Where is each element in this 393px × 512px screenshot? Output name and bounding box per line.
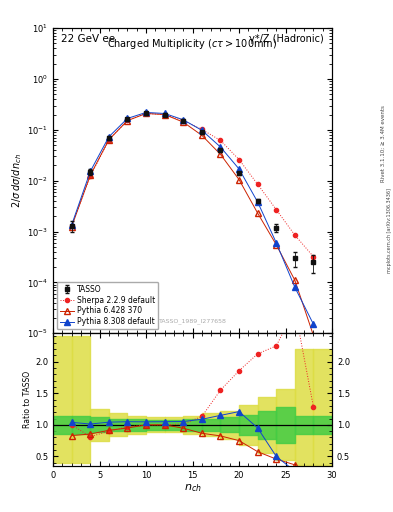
Text: Charged Multiplicity $(c\tau > 100\mathrm{mm})$: Charged Multiplicity $(c\tau > 100\mathr…: [107, 37, 278, 51]
Pythia 8.308 default: [311, 321, 316, 327]
Line: Pythia 8.308 default: Pythia 8.308 default: [69, 110, 316, 327]
Pythia 8.308 default: [237, 166, 241, 172]
Text: γ*/Z (Hadronic): γ*/Z (Hadronic): [249, 34, 324, 44]
Text: TASSO_1989_I277658: TASSO_1989_I277658: [159, 318, 226, 324]
Pythia 8.308 default: [162, 111, 167, 117]
Pythia 6.428 370: [162, 112, 167, 118]
Pythia 6.428 370: [292, 277, 297, 283]
Line: Pythia 6.428 370: Pythia 6.428 370: [69, 111, 316, 338]
Sherpa 2.2.9 default: [237, 157, 241, 163]
Sherpa 2.2.9 default: [181, 118, 185, 124]
Sherpa 2.2.9 default: [162, 112, 167, 118]
Pythia 8.308 default: [274, 240, 279, 246]
Pythia 8.308 default: [292, 284, 297, 290]
Pythia 8.308 default: [218, 144, 223, 150]
Sherpa 2.2.9 default: [218, 137, 223, 143]
Pythia 6.428 370: [107, 137, 111, 143]
Pythia 6.428 370: [69, 224, 74, 230]
Legend: TASSO, Sherpa 2.2.9 default, Pythia 6.428 370, Pythia 8.308 default: TASSO, Sherpa 2.2.9 default, Pythia 6.42…: [57, 282, 158, 329]
Sherpa 2.2.9 default: [125, 117, 130, 123]
Sherpa 2.2.9 default: [200, 126, 204, 133]
Pythia 8.308 default: [200, 127, 204, 134]
Sherpa 2.2.9 default: [274, 206, 279, 212]
Pythia 6.428 370: [237, 177, 241, 183]
Pythia 6.428 370: [274, 242, 279, 248]
Text: Rivet 3.1.10; ≥ 3.4M events: Rivet 3.1.10; ≥ 3.4M events: [381, 105, 386, 182]
Sherpa 2.2.9 default: [69, 223, 74, 229]
Pythia 6.428 370: [125, 118, 130, 124]
Pythia 6.428 370: [255, 210, 260, 216]
Sherpa 2.2.9 default: [311, 253, 316, 260]
Pythia 8.308 default: [107, 134, 111, 140]
X-axis label: $n_{ch}$: $n_{ch}$: [184, 482, 202, 495]
Pythia 6.428 370: [200, 132, 204, 138]
Pythia 8.308 default: [88, 168, 93, 175]
Pythia 8.308 default: [255, 199, 260, 205]
Pythia 8.308 default: [69, 222, 74, 228]
Y-axis label: Ratio to TASSO: Ratio to TASSO: [23, 371, 32, 428]
Sherpa 2.2.9 default: [292, 232, 297, 238]
Text: 22 GeV ee: 22 GeV ee: [61, 34, 116, 44]
Sherpa 2.2.9 default: [144, 111, 149, 117]
Sherpa 2.2.9 default: [107, 137, 111, 143]
Sherpa 2.2.9 default: [88, 173, 93, 179]
Pythia 8.308 default: [125, 115, 130, 121]
Pythia 6.428 370: [218, 151, 223, 157]
Pythia 6.428 370: [311, 332, 316, 338]
Pythia 6.428 370: [88, 172, 93, 178]
Text: mcplots.cern.ch [arXiv:1306.3436]: mcplots.cern.ch [arXiv:1306.3436]: [387, 188, 391, 273]
Sherpa 2.2.9 default: [255, 181, 260, 187]
Pythia 6.428 370: [144, 111, 149, 117]
Pythia 8.308 default: [144, 110, 149, 116]
Line: Sherpa 2.2.9 default: Sherpa 2.2.9 default: [70, 112, 316, 259]
Y-axis label: $2/\sigma\,d\sigma/dn_{ch}$: $2/\sigma\,d\sigma/dn_{ch}$: [11, 153, 24, 208]
Pythia 8.308 default: [181, 117, 185, 123]
Pythia 6.428 370: [181, 119, 185, 125]
